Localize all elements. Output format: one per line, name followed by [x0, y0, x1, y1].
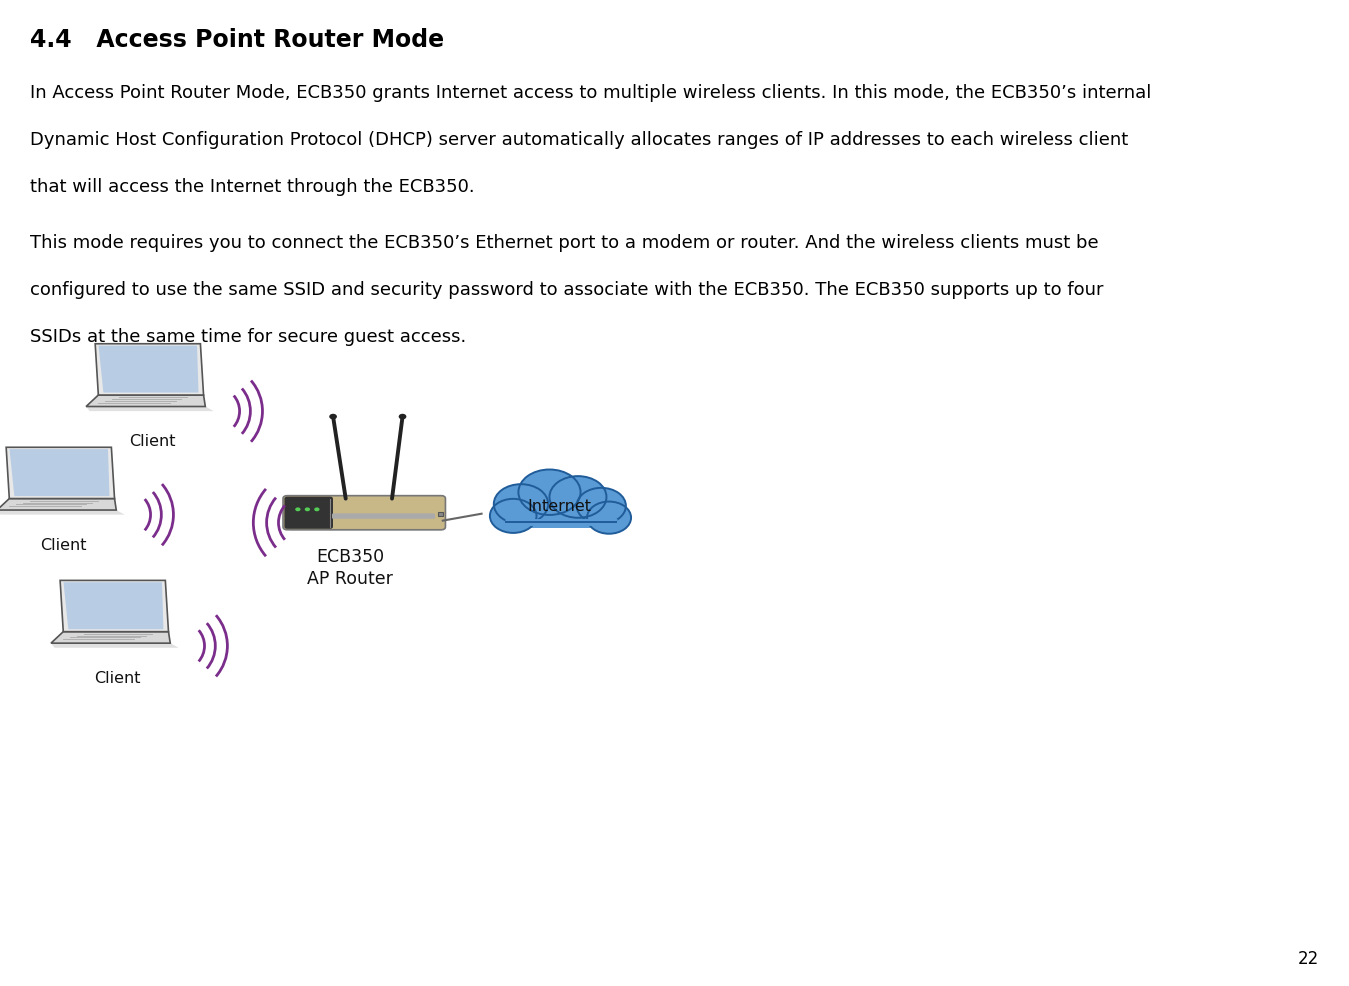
FancyBboxPatch shape — [285, 497, 333, 528]
Bar — [438, 512, 442, 517]
Text: In Access Point Router Mode, ECB350 grants Internet access to multiple wireless : In Access Point Router Mode, ECB350 gran… — [30, 84, 1151, 102]
Circle shape — [399, 414, 406, 419]
Circle shape — [494, 484, 548, 524]
Circle shape — [576, 488, 626, 524]
Text: This mode requires you to connect the ECB350’s Ethernet port to a modem or route: This mode requires you to connect the EC… — [30, 234, 1098, 251]
Polygon shape — [61, 581, 169, 632]
Circle shape — [549, 476, 607, 518]
FancyBboxPatch shape — [506, 504, 614, 527]
Text: Client: Client — [130, 434, 175, 450]
Circle shape — [295, 508, 301, 512]
Polygon shape — [63, 583, 163, 629]
Circle shape — [305, 508, 310, 512]
Text: Internet: Internet — [527, 499, 592, 515]
Polygon shape — [0, 499, 116, 510]
Polygon shape — [0, 510, 124, 515]
Text: 4.4   Access Point Router Mode: 4.4 Access Point Router Mode — [30, 28, 444, 51]
Polygon shape — [9, 450, 109, 496]
Text: Client: Client — [94, 670, 140, 686]
Polygon shape — [86, 406, 213, 411]
FancyBboxPatch shape — [283, 496, 445, 529]
Text: Dynamic Host Configuration Protocol (DHCP) server automatically allocates ranges: Dynamic Host Configuration Protocol (DHC… — [30, 131, 1128, 149]
FancyBboxPatch shape — [332, 514, 434, 519]
Text: Client: Client — [40, 537, 86, 553]
FancyBboxPatch shape — [506, 516, 614, 528]
Polygon shape — [98, 346, 198, 392]
Polygon shape — [7, 448, 115, 499]
Polygon shape — [96, 344, 204, 395]
Polygon shape — [290, 527, 441, 530]
Polygon shape — [51, 643, 178, 648]
Circle shape — [329, 414, 337, 419]
Circle shape — [490, 499, 537, 532]
Circle shape — [518, 469, 580, 515]
Circle shape — [314, 508, 320, 512]
Text: ECB350
AP Router: ECB350 AP Router — [308, 547, 393, 588]
Text: SSIDs at the same time for secure guest access.: SSIDs at the same time for secure guest … — [30, 328, 465, 346]
Text: configured to use the same SSID and security password to associate with the ECB3: configured to use the same SSID and secu… — [30, 281, 1103, 299]
Text: 22: 22 — [1298, 951, 1319, 968]
Polygon shape — [86, 395, 205, 406]
Polygon shape — [51, 632, 170, 643]
Text: that will access the Internet through the ECB350.: that will access the Internet through th… — [30, 178, 475, 196]
Circle shape — [587, 502, 631, 533]
